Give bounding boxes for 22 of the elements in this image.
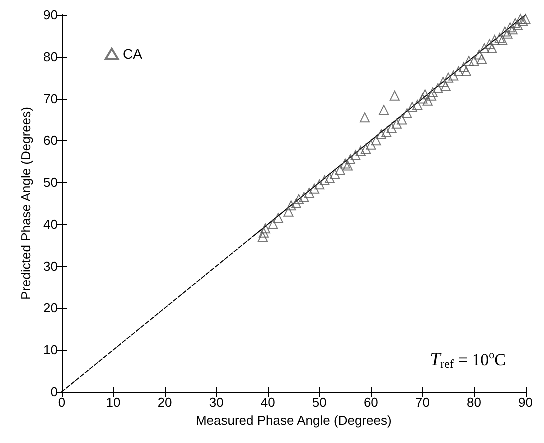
y-tick-label: 0 — [50, 384, 58, 400]
x-tick-label: 30 — [209, 395, 224, 410]
y-tick-label: 20 — [44, 300, 58, 316]
y-tick-label: 30 — [44, 258, 58, 274]
x-tick-label: 10 — [106, 395, 121, 410]
x-tick-label: 20 — [158, 395, 172, 410]
x-tick-label: 40 — [260, 395, 276, 410]
y-tick-label: 80 — [44, 49, 58, 64]
x-tick-label: 60 — [364, 395, 378, 410]
x-axis-title: Measured Phase Angle (Degrees) — [196, 412, 392, 428]
x-tick-label: 90 — [518, 395, 534, 410]
y-tick-label: 40 — [44, 216, 58, 232]
x-tick-label: 80 — [467, 395, 482, 410]
x-tick-label: 50 — [312, 395, 327, 410]
y-axis-title: Predicted Phase Angle (Degrees) — [18, 107, 34, 300]
x-tick-label: 70 — [415, 395, 430, 410]
y-tick-label: 50 — [44, 175, 58, 190]
y-tick-label: 90 — [44, 8, 58, 22]
y-tick-label: 10 — [44, 342, 58, 358]
legend-label: CA — [123, 46, 144, 62]
y-tick-label: 60 — [44, 133, 58, 148]
y-tick-label: 70 — [44, 91, 58, 106]
